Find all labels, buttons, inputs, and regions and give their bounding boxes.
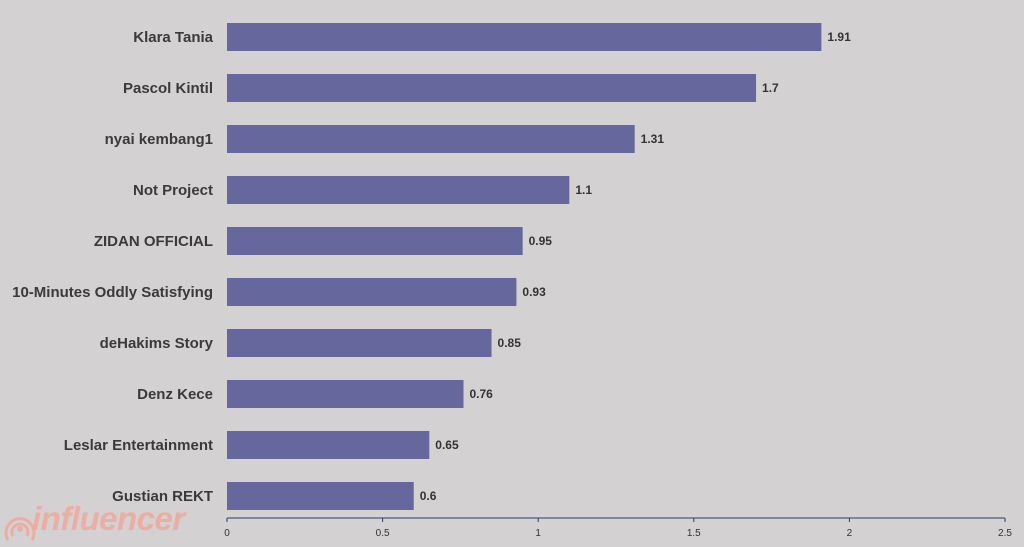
data-label: 1.91 <box>827 30 851 44</box>
x-tick-label: 1.5 <box>687 528 701 539</box>
bar <box>227 380 464 408</box>
category-label: Not Project <box>133 182 213 199</box>
bar <box>227 23 822 51</box>
category-label: Pascol Kintil <box>123 80 213 97</box>
data-label: 1.7 <box>762 81 779 95</box>
data-label: 0.95 <box>529 234 553 248</box>
category-label: ZIDAN OFFICIAL <box>94 233 213 250</box>
x-tick-label: 2.5 <box>998 528 1012 539</box>
bar <box>227 74 757 102</box>
bar <box>227 329 492 357</box>
category-label: Denz Kece <box>137 386 213 403</box>
category-label: Klara Tania <box>133 29 213 46</box>
data-label: 1.1 <box>575 183 592 197</box>
bar <box>227 482 414 510</box>
logo-text: influencer <box>32 500 185 537</box>
category-label: nyai kembang1 <box>105 131 213 148</box>
x-tick-label: 1 <box>535 528 541 539</box>
logo: influencer <box>2 496 202 546</box>
data-label: 0.6 <box>420 489 437 503</box>
data-label: 0.76 <box>470 387 494 401</box>
bar <box>227 278 517 306</box>
category-label: Leslar Entertainment <box>64 437 213 454</box>
x-tick-label: 0 <box>224 528 230 539</box>
category-label: 10-Minutes Oddly Satisfying <box>12 284 213 301</box>
bar <box>227 176 570 204</box>
data-label: 0.65 <box>435 438 459 452</box>
signal-waves-icon <box>4 517 36 541</box>
bar <box>227 227 523 255</box>
bar <box>227 431 430 459</box>
data-label: 0.85 <box>498 336 522 350</box>
data-label: 1.31 <box>641 132 665 146</box>
bar <box>227 125 635 153</box>
category-label: deHakims Story <box>100 335 214 352</box>
x-tick-label: 0.5 <box>376 528 390 539</box>
x-tick-label: 2 <box>847 528 853 539</box>
data-label: 0.93 <box>522 285 546 299</box>
category-label: Gustian REKT <box>112 488 213 505</box>
